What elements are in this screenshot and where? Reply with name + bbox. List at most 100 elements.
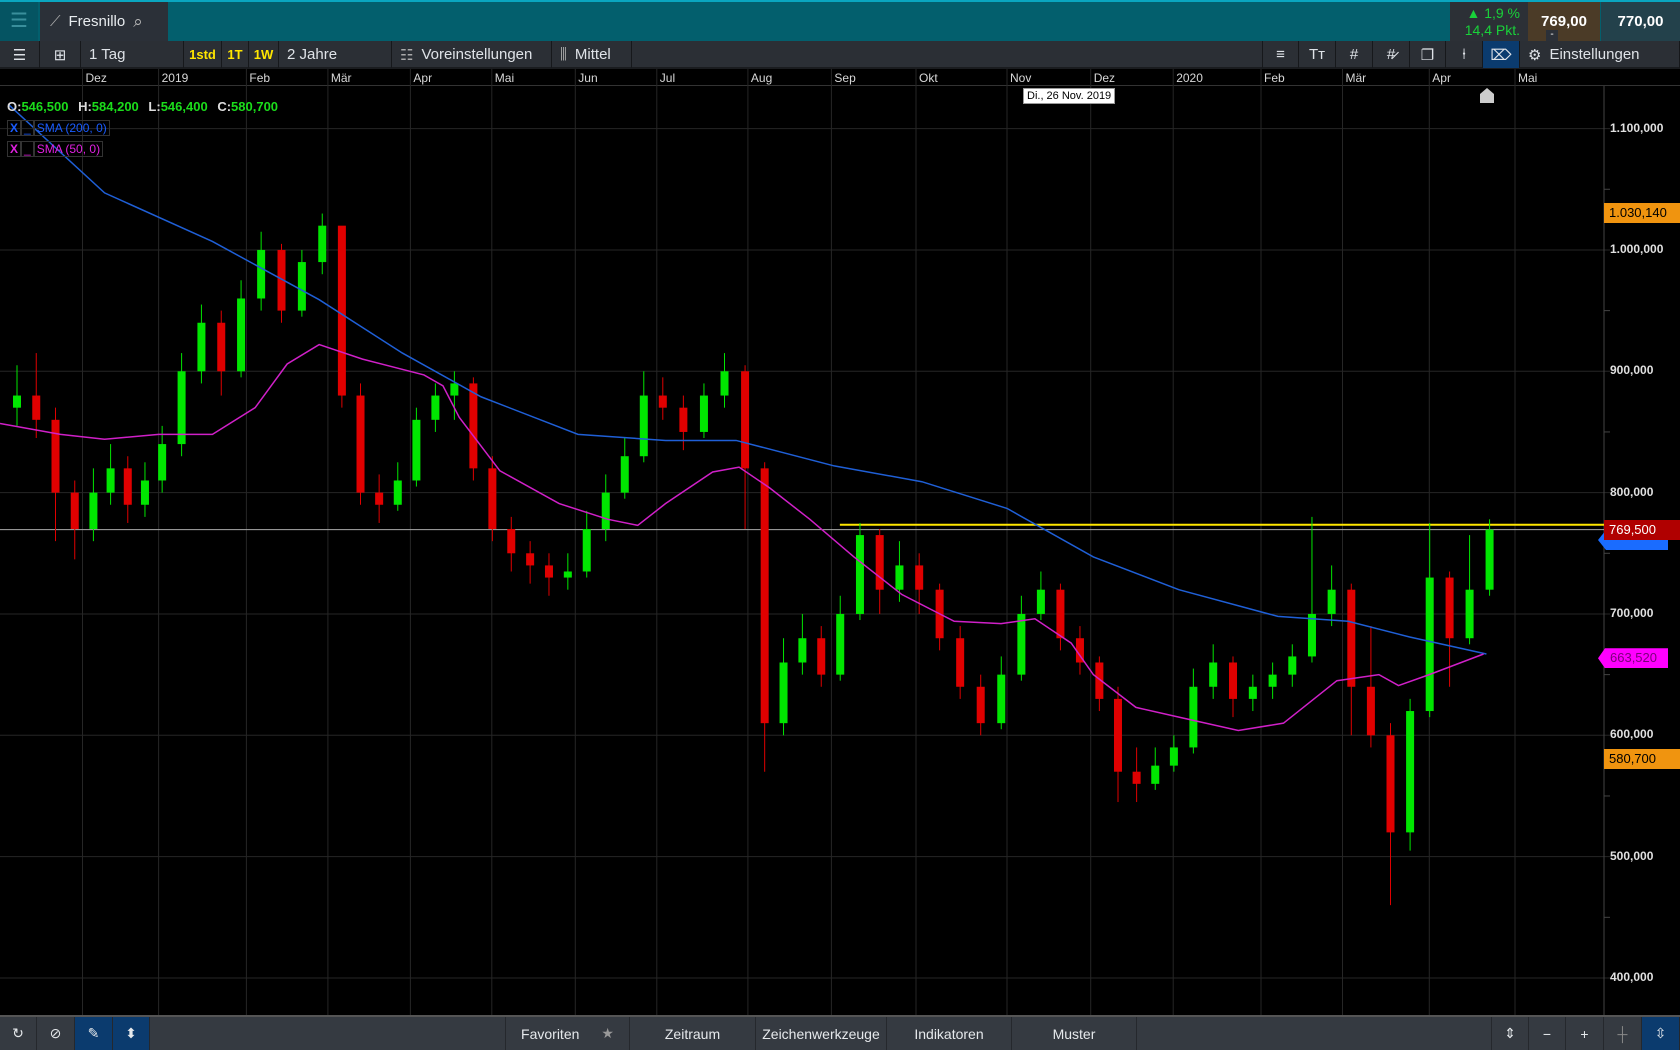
line-chart-icon: ⟋ [50,13,61,30]
chart-toolbar: ☰ ⊞ 1 Tag 1std 1T 1W 2 Jahre ☷ Voreinstel… [0,41,1680,69]
indicator-label[interactable]: SMA (200, 0) [33,120,110,136]
candle-body [915,565,924,590]
grid-color-icon[interactable]: #̷ [1373,41,1410,68]
windows-icon[interactable]: ❐ [1410,41,1446,68]
indicator-sma200[interactable]: X _ SMA (200, 0) [7,120,110,136]
quick-1t[interactable]: 1T [222,41,249,68]
indicator-label[interactable]: SMA (50, 0) [33,141,104,157]
price-tag-icon[interactable]: ⌦ [1483,41,1520,68]
quick-1std[interactable]: 1std [184,41,222,68]
fit-icon[interactable]: ⇕ [1491,1017,1529,1050]
remove-indicator-icon[interactable]: X [7,141,22,157]
candle-body [1056,589,1065,639]
candle-body [375,492,384,505]
x-tick-label: 2020 [1176,71,1203,85]
pencil-icon[interactable]: ✎ [75,1017,113,1050]
y-tick-label: 1.100,000 [1610,120,1664,135]
scale-icon[interactable]: ⇳ [1642,1017,1680,1050]
remove-indicator-icon[interactable]: X [7,120,22,136]
candle-body [817,638,826,675]
candle-body [699,395,708,432]
candle-body [356,395,365,493]
candle-body [1406,711,1415,833]
candle-body [1036,589,1045,614]
candle-body [70,492,79,530]
candle-body [89,492,98,530]
candle-body [277,249,286,311]
favorites-button[interactable]: Favoriten ★ [505,1017,630,1050]
sliders-icon: ☷ [400,46,414,64]
x-tick-label: Mär [1345,71,1367,85]
candle-body [488,468,497,530]
price-tag: 769,500 [1604,519,1680,540]
candle-body [123,468,132,505]
period-button[interactable]: Zeitraum [630,1017,756,1050]
gear-icon: ⚙ [1528,46,1542,64]
close-value: 580,700 [231,99,279,114]
candle-body [1327,589,1336,614]
x-tick-label: Aug [750,71,773,85]
grid-icon[interactable]: # [1336,41,1373,68]
ask-price-button[interactable]: 770,00 [1601,2,1680,41]
candle-body [393,480,402,505]
settings-label: Einstellungen [1549,46,1640,63]
candle-body [1366,686,1375,736]
indicator-sma50[interactable]: X _ SMA (50, 0) [7,141,104,157]
candle-body [1132,771,1141,784]
text-size-icon[interactable]: Tт [1299,41,1336,68]
zoom-out-icon[interactable]: − [1529,1017,1566,1050]
candle-body [177,371,186,445]
search-icon[interactable]: ⌕ [133,11,143,31]
candle-body [895,565,904,590]
y-tick-label: 400,000 [1610,969,1654,984]
candle-body [431,395,440,420]
spread-indicator: - [1546,30,1558,42]
price-tag: 1.030,140 [1604,203,1680,224]
list-icon[interactable]: ☰ [0,41,40,68]
candle-icon[interactable]: ⍿ [1446,41,1483,68]
candle-body [412,419,421,481]
star-icon: ★ [601,1025,614,1041]
zoom-in-icon[interactable]: + [1566,1017,1604,1050]
menu-icon[interactable]: ☰ [0,2,38,41]
x-tick-label: Sep [834,71,856,85]
layout-icon[interactable]: ⊞ [40,41,81,68]
candle-body [779,662,788,724]
candle-body [601,492,610,530]
candle-body [639,395,648,457]
price-tag: 580,700 [1604,748,1680,769]
candle-body [1075,638,1084,663]
low-value: 546,400 [160,99,208,114]
drawing-tools-button[interactable]: Zeichenwerkzeuge [756,1017,887,1050]
candle-body [197,322,206,372]
candle-body [318,225,327,263]
candle-body [1229,662,1238,699]
presets-button[interactable]: ☷ Voreinstellungen [392,41,552,68]
patterns-button[interactable]: Muster [1012,1017,1137,1050]
bid-price-button[interactable]: 769,00 [1528,2,1600,41]
indicators-button[interactable]: Indikatoren [887,1017,1012,1050]
range-select[interactable]: 2 Jahre [279,41,392,68]
line-style-icon[interactable]: _ [21,120,34,136]
sma200-line [7,103,1487,655]
candle-body [337,225,346,396]
disable-icon[interactable]: ⊘ [37,1017,75,1050]
symbol-tab[interactable]: ⟋ Fresnillo ⌕ [40,2,168,41]
chart-style-label: Mittel [574,46,611,63]
candle-body [140,480,149,505]
x-tick-label: Feb [249,71,271,85]
candle-body [1307,613,1316,657]
candle-body [1113,698,1122,772]
chart-style-button[interactable]: ⫼ Mittel [552,41,632,68]
refresh-icon[interactable]: ↻ [0,1017,37,1050]
open-value: 546,500 [21,99,69,114]
y-tick-label: 1.000,000 [1610,241,1664,256]
crosshair-icon[interactable]: ┼ [1604,1017,1642,1050]
interval-select[interactable]: 1 Tag [81,41,184,68]
candle-body [875,535,884,590]
magnet-icon[interactable]: ⬍ [113,1017,150,1050]
axis-icon[interactable]: ≡ [1262,41,1299,68]
line-style-icon[interactable]: _ [21,141,34,157]
quick-1w[interactable]: 1W [249,41,279,68]
